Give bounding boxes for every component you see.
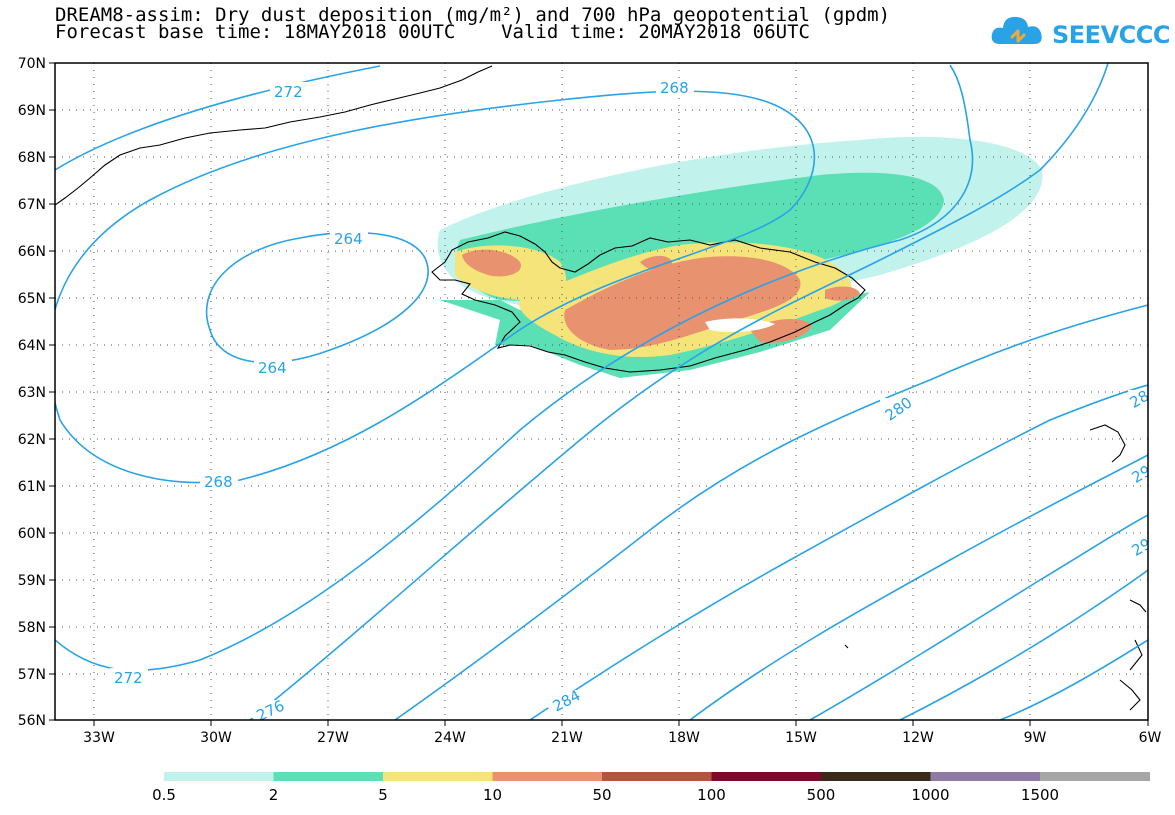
lat-label: 58N [18, 620, 46, 636]
legend-swatch [602, 772, 712, 781]
lat-label: 59N [18, 573, 46, 589]
contour-label: 264 [258, 359, 287, 377]
lat-label: 69N [18, 103, 46, 119]
lat-label: 60N [18, 526, 46, 542]
legend-label: 2 [269, 786, 279, 804]
scotland-coast [1089, 424, 1147, 711]
seevccc-logo: SEEVCCC [990, 10, 1171, 58]
legend-label: 500 [807, 786, 836, 804]
legend-label: 100 [697, 786, 726, 804]
lat-label: 62N [18, 432, 46, 448]
dust-deposition-field [437, 136, 1043, 378]
contour-labels: 272 268 264 264 268 272 276 280 284 28 2… [110, 78, 1155, 720]
lat-label: 67N [18, 197, 46, 213]
legend-swatch [821, 772, 931, 781]
color-legend: 0.5 2 5 10 50 100 500 1000 1500 [152, 772, 1150, 804]
forecast-times: Forecast base time: 18MAY2018 00UTC Vali… [55, 21, 810, 43]
legend-swatch [711, 772, 822, 781]
legend-swatch [164, 772, 274, 781]
lat-label: 63N [18, 385, 46, 401]
latitude-labels: 70N 69N 68N 67N 66N 65N 64N 63N 62N 61N … [18, 56, 46, 729]
legend-label: 1500 [1021, 786, 1059, 804]
legend-bars [164, 772, 1150, 781]
lat-label: 56N [18, 713, 46, 729]
lat-label: 68N [18, 150, 46, 166]
legend-labels: 0.5 2 5 10 50 100 500 1000 1500 [152, 786, 1059, 804]
contour-label: 272 [114, 669, 143, 687]
contour-label: 268 [204, 473, 233, 491]
map-title: DREAM8-assim: Dry dust deposition (mg/m²… [55, 4, 891, 26]
contour-label: 29 [1129, 535, 1155, 560]
lon-label: 12W [902, 730, 934, 746]
legend-label: 50 [592, 786, 611, 804]
lon-label: 30W [200, 730, 232, 746]
legend-swatch [383, 772, 493, 781]
contour-label: 28 [1127, 387, 1153, 412]
lat-label: 61N [18, 479, 46, 495]
coastlines [55, 65, 1147, 711]
logo-text: SEEVCCC [1052, 21, 1171, 49]
legend-label: 10 [483, 786, 502, 804]
contour-label: 272 [274, 83, 303, 101]
axis-ticks [49, 62, 1149, 726]
lon-label: 24W [434, 730, 466, 746]
legend-label: 0.5 [152, 786, 176, 804]
lon-label: 33W [83, 730, 115, 746]
lat-label: 66N [18, 244, 46, 260]
lon-label: 15W [785, 730, 817, 746]
legend-swatch [273, 772, 384, 781]
legend-label: 5 [378, 786, 388, 804]
contour-label: 264 [334, 230, 363, 248]
legend-label: 1000 [911, 786, 949, 804]
lat-label: 70N [18, 56, 46, 72]
cloud-logo-icon [991, 16, 1042, 44]
iceland-coast [431, 231, 866, 373]
lon-label: 9W [1024, 730, 1047, 746]
lat-label: 64N [18, 338, 46, 354]
contour-label: 268 [660, 79, 689, 97]
legend-swatch [1040, 772, 1150, 781]
lat-label: 57N [18, 667, 46, 683]
lon-label: 6W [1139, 730, 1162, 746]
legend-swatch [492, 772, 603, 781]
lon-label: 27W [317, 730, 349, 746]
legend-swatch [930, 772, 1041, 781]
lon-label: 18W [668, 730, 700, 746]
geopotential-contours [55, 63, 1148, 720]
contour-label: 29 [1129, 462, 1155, 487]
lat-label: 65N [18, 291, 46, 307]
lon-label: 21W [551, 730, 583, 746]
greenland-coast [55, 65, 493, 206]
longitude-labels: 33W 30W 27W 24W 21W 18W 15W 12W 9W 6W [83, 730, 1161, 746]
